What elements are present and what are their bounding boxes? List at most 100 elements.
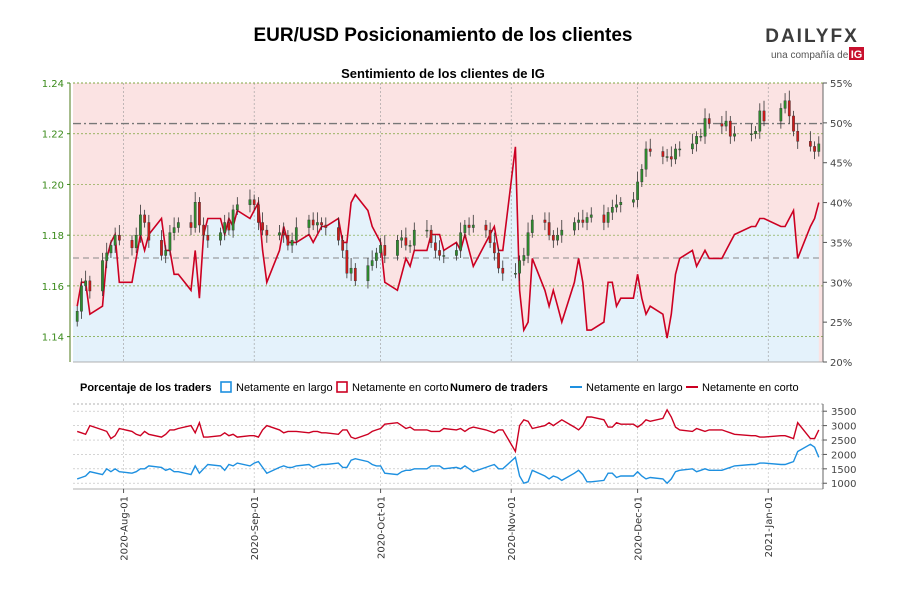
candle-body: [341, 240, 345, 251]
date-tick-label: 2020-Oct-01: [377, 496, 388, 559]
price-tick-label: 1.22: [42, 130, 64, 141]
pct-tick-label: 20%: [830, 358, 852, 369]
candle-body: [703, 118, 707, 137]
candle-body: [762, 110, 766, 122]
candle-body: [172, 227, 176, 233]
page-title: EUR/USD Posicionamiento de los clientes: [253, 25, 632, 46]
candle-body: [265, 229, 269, 236]
candle-body: [252, 199, 256, 205]
candle-body: [750, 133, 753, 135]
candle-body: [733, 133, 736, 137]
percent-axis: 20% 25% 30% 35% 40% 45% 50% 55%: [823, 79, 852, 369]
legend-pct-long-swatch: [220, 381, 232, 393]
candle-body: [139, 214, 142, 236]
candle-body: [438, 250, 441, 256]
legend: Porcentaje de los traders Netamente en l…: [80, 381, 799, 394]
candle-body: [543, 219, 547, 223]
price-tick-label: 1.16: [42, 282, 64, 293]
pct-tick-label: 50%: [830, 119, 852, 130]
candle-body: [720, 123, 724, 127]
candle-body: [75, 311, 79, 322]
candle-body: [792, 115, 795, 132]
candle-body: [640, 169, 644, 183]
candle-body: [560, 229, 564, 236]
candle-body: [105, 252, 109, 261]
candle-body: [606, 212, 610, 223]
candle-body: [463, 224, 467, 233]
candle-body: [648, 148, 652, 152]
candle-body: [754, 130, 757, 134]
main-panel-frame: [69, 82, 824, 363]
date-tick-label: 2020-Nov-01: [507, 496, 518, 561]
candle-body: [425, 229, 429, 232]
candle-body: [610, 207, 614, 213]
candle-body: [88, 280, 92, 292]
candle-body: [404, 237, 408, 246]
candle-body: [514, 273, 517, 275]
legend-num-long-label: Netamente en largo: [586, 382, 683, 394]
candle-body: [501, 267, 505, 274]
candle-body: [84, 280, 87, 287]
candle-body: [619, 202, 623, 205]
candle-body: [375, 252, 378, 261]
legend-pct-title: Porcentaje de los traders: [80, 382, 211, 394]
traders-tick-label: 2500: [831, 436, 856, 447]
candle-body: [459, 232, 462, 251]
candle-body: [809, 141, 812, 147]
dailyfx-logo: DAILYFX una compañía de IG: [765, 26, 864, 61]
candle-body: [695, 136, 698, 145]
candle-body: [787, 100, 791, 117]
candle-body: [383, 245, 387, 256]
short-pct-line: [76, 146, 820, 339]
candle-body: [615, 204, 618, 208]
candle-body: [813, 146, 816, 152]
candle-body: [396, 240, 399, 256]
traders-tick-label: 3500: [831, 407, 856, 418]
chart-subtitle: Sentimiento de los clientes de IG: [341, 66, 545, 81]
candle-body: [669, 156, 673, 160]
candle-body: [602, 214, 606, 223]
candle-body: [728, 120, 732, 137]
date-tick-label: 2020-Aug-01: [120, 496, 131, 561]
traders-tick-label: 1500: [831, 465, 856, 476]
candle-body: [492, 242, 496, 254]
candle-body: [581, 219, 585, 223]
candle-body: [644, 148, 648, 170]
candle-body: [366, 265, 370, 282]
candle-body: [379, 245, 382, 254]
candle-body: [547, 222, 551, 236]
candle-body: [143, 214, 146, 223]
candlesticks: [75, 90, 821, 327]
candle-body: [206, 234, 210, 241]
date-tick-label: 2020-Sep-01: [250, 496, 261, 560]
candle-body: [455, 250, 458, 256]
candle-body: [337, 227, 340, 241]
candle-body: [345, 250, 349, 274]
candle-body: [282, 232, 286, 236]
long-zone-pad: [73, 306, 78, 362]
candle-body: [632, 199, 635, 203]
traders-tick-label: 2000: [831, 450, 856, 461]
candle-body: [699, 136, 703, 138]
candle-body: [412, 229, 416, 246]
candle-body: [484, 224, 488, 231]
pct-tick-label: 35%: [830, 238, 852, 249]
candle-body: [518, 260, 521, 274]
candle-body: [324, 224, 328, 228]
candle-body: [248, 199, 252, 205]
candle-body: [147, 222, 151, 241]
candle-body: [796, 130, 800, 142]
candle-body: [176, 222, 180, 228]
candle-body: [691, 143, 694, 150]
candle-body: [434, 242, 437, 251]
long-zone: [77, 146, 819, 362]
candle-body: [551, 234, 555, 241]
candle-body: [707, 118, 711, 124]
ig-badge: [849, 47, 864, 60]
candle-body: [168, 232, 172, 251]
candle-body: [307, 219, 311, 228]
price-tick-label: 1.18: [42, 231, 64, 242]
candle-body: [134, 234, 138, 249]
candle-body: [442, 255, 446, 257]
candle-body: [257, 204, 260, 223]
